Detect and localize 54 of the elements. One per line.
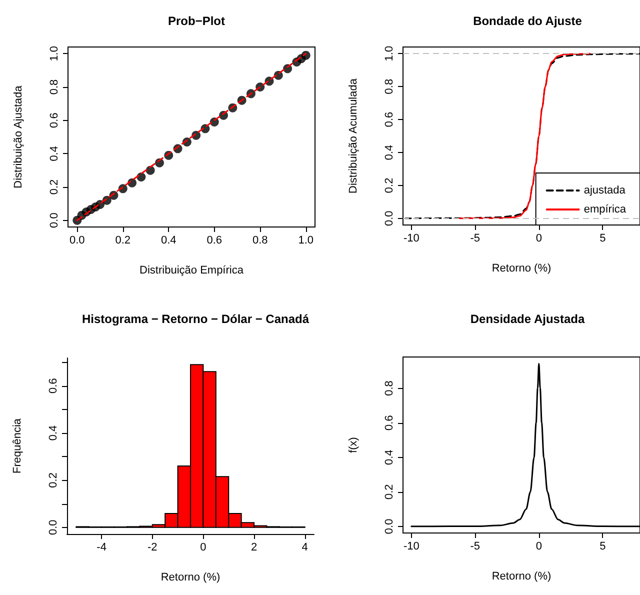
chart-title: Prob−Plot	[168, 14, 226, 28]
y-tick-label: 0.2	[384, 178, 396, 194]
x-tick-label: -2	[147, 542, 158, 554]
x-tick-label: 0	[536, 232, 542, 244]
y-tick-label: 0.4	[384, 144, 396, 160]
x-tick-label: -4	[96, 542, 106, 554]
chart-title: Bondade do Ajuste	[473, 14, 582, 28]
legend-label: ajustada	[584, 184, 626, 196]
y-tick-label: 0.0	[384, 518, 396, 534]
x-tick-label: 0.6	[206, 234, 222, 246]
y-axis-title: f(x)	[348, 437, 360, 453]
x-tick-label: 0.2	[115, 234, 131, 246]
y-tick-label: 0.2	[48, 179, 60, 195]
y-tick-label: 0.0	[48, 212, 60, 228]
x-tick-label: 5	[600, 540, 606, 552]
y-tick-label: 0.0	[384, 210, 396, 226]
x-axis-title: Retorno (%)	[492, 262, 552, 274]
y-tick-label: 0.6	[384, 415, 396, 430]
y-tick-label: 0.8	[384, 78, 396, 94]
x-tick-label: -10	[403, 540, 420, 552]
x-tick-label: 0.8	[252, 234, 268, 246]
y-tick-label: 0.6	[48, 378, 60, 394]
x-axis-title: Distribuição Empírica	[140, 264, 244, 276]
y-tick-label: 0.6	[48, 112, 60, 128]
x-tick-label: 0	[200, 542, 206, 554]
x-tick-label: 0.0	[70, 234, 85, 246]
y-axis-title: Distribuição Acumulada	[348, 78, 360, 194]
y-tick-label: 0.2	[384, 484, 396, 500]
x-tick-label: 0.4	[160, 234, 176, 246]
x-tick-label: 0	[536, 540, 542, 552]
y-axis-title: Distribuição Ajustada	[12, 84, 24, 188]
y-axis-title: Frequência	[12, 418, 24, 474]
x-tick-label: 4	[302, 542, 308, 554]
y-tick-label: 0.8	[48, 79, 60, 95]
y-tick-label: 0.4	[48, 146, 60, 162]
legend-label: empírica	[584, 204, 627, 216]
x-tick-label: -5	[470, 232, 480, 244]
x-tick-label: 5	[600, 232, 606, 244]
y-tick-label: 1.0	[384, 46, 396, 62]
chart-title: Densidade Ajustada	[470, 312, 585, 326]
y-tick-label: 0.8	[384, 380, 396, 396]
x-axis-title: Retorno (%)	[492, 570, 552, 582]
x-tick-label: -5	[470, 540, 480, 552]
y-tick-label: 0.6	[384, 112, 396, 128]
y-tick-label: 1.0	[48, 46, 60, 62]
y-tick-label: 0.2	[48, 472, 60, 488]
x-axis-title: Retorno (%)	[160, 572, 220, 584]
y-tick-label: 0.4	[384, 450, 396, 465]
x-tick-label: -10	[403, 232, 420, 244]
y-tick-label: 0.4	[48, 425, 60, 441]
y-tick-label: 0.0	[48, 520, 60, 536]
x-tick-label: 2	[250, 542, 258, 554]
chart-title: Histograma − Retorno − Dólar − Canadá	[82, 312, 310, 326]
x-tick-label: 1.0	[298, 234, 314, 246]
